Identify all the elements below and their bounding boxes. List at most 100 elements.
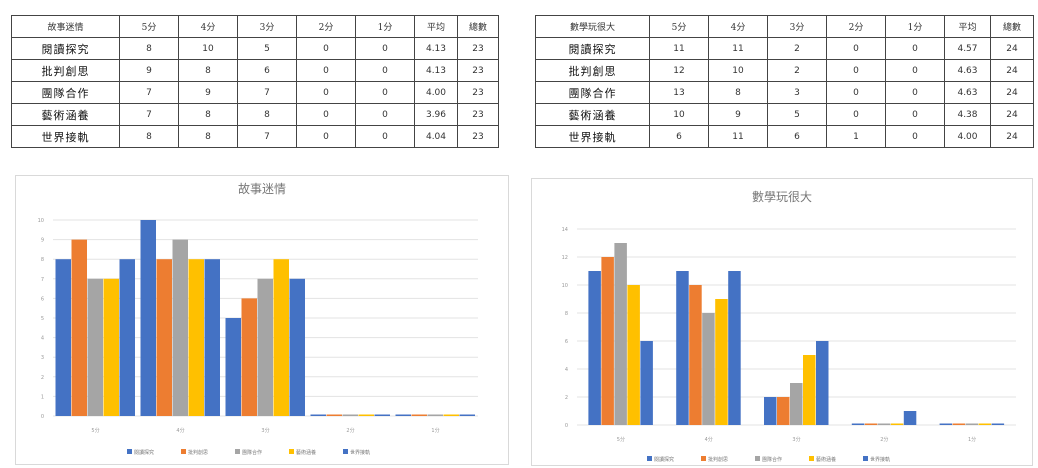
table-cell: 3.96 [414,103,458,126]
table-cell: 24 [990,125,1034,148]
table-cell: 8 [119,125,179,148]
x-tick-label: 5分 [617,436,625,443]
y-tick-label: 1 [41,394,44,400]
bar-5 [459,414,475,416]
table-header-cell: 1分 [355,15,415,38]
y-tick-label: 0 [565,423,568,429]
table-cell: 8 [178,125,238,148]
table-header-cell: 2分 [826,15,886,38]
table-row: 團隊合作 7 9 7 0 0 4.00 23 [11,81,499,104]
bar-5 [991,423,1005,425]
table-cell: 0 [296,103,356,126]
y-tick-label: 12 [562,255,568,261]
bar-4 [103,278,119,416]
table-cell: 0 [885,103,945,126]
table-cell: 5 [237,37,297,60]
x-tick-label: 2分 [346,427,354,434]
y-tick-label: 7 [41,277,44,283]
legend-swatch [181,449,186,454]
bar-1 [851,423,865,425]
y-tick-label: 0 [41,414,44,420]
bar-4 [627,285,640,425]
table-header-cell: 4分 [178,15,238,38]
row-label: 批判創思 [11,59,120,82]
bar-3 [257,278,273,416]
legend-label: 藝術涵養 [296,449,316,456]
bar-5 [374,414,390,416]
x-tick-label: 5分 [91,427,99,434]
legend-swatch [235,449,240,454]
row-label: 閱讀探究 [11,37,120,60]
table-header-cell: 總數 [990,15,1034,38]
bar-3 [877,423,891,425]
table-cell: 3 [767,81,827,104]
y-tick-label: 2 [41,375,44,381]
bar-4 [443,414,459,416]
table-cell: 24 [990,81,1034,104]
bar-3 [790,383,803,425]
table-cell: 10 [708,59,768,82]
legend-swatch [755,456,760,461]
table-cell: 4.38 [944,103,991,126]
x-tick-label: 1分 [968,436,976,443]
table-cell: 23 [457,37,499,60]
bar-1 [225,318,241,416]
table-row: 世界接軌 6 11 6 1 0 4.00 24 [535,125,1034,148]
row-label: 批判創思 [535,59,650,82]
bar-3 [172,239,188,416]
table-cell: 10 [178,37,238,60]
legend-swatch [343,449,348,454]
table-row: 閱讀探究 11 11 2 0 0 4.57 24 [535,37,1034,60]
legend-swatch [809,456,814,461]
table-cell: 0 [355,125,415,148]
row-label: 團隊合作 [535,81,650,104]
legend-swatch [289,449,294,454]
table-header-cell: 4分 [708,15,768,38]
bar-2 [156,259,172,416]
math-chart-panel: 數學玩很大 0 2 4 6 8 10 12 14 5分 4分 3分 2分 1分 閱讀探究 批判創思 團隊合作 藝術… [531,178,1033,466]
story-chart-panel: 故事迷情 0 1 2 3 4 5 6 7 8 9 10 5分 4分 3分 2分 1分 閱讀探究 批判創思 團隊合作 藝術… [15,175,509,465]
legend-label: 閱讀探究 [654,456,674,463]
row-label: 藝術涵養 [11,103,120,126]
bar-5 [903,411,917,425]
legend-label: 團隊合作 [762,456,782,463]
table-cell: 24 [990,37,1034,60]
table-cell: 4.13 [414,37,458,60]
table-cell: 7 [237,81,297,104]
table-header-row: 故事迷情 5分 4分 3分 2分 1分 平均 總數 [11,15,499,38]
table-row: 世界接軌 8 8 7 0 0 4.04 23 [11,125,499,148]
table-cell: 6 [649,125,709,148]
table-cell: 4.57 [944,37,991,60]
table-cell: 11 [708,37,768,60]
table-cell: 4.00 [414,81,458,104]
y-tick-label: 4 [565,367,568,373]
bar-5 [640,341,653,425]
x-tick-label: 4分 [705,436,713,443]
y-tick-label: 5 [41,316,44,322]
legend-label: 團隊合作 [242,449,262,456]
legend-label: 批判創思 [188,449,208,456]
table-row: 閱讀探究 8 10 5 0 0 4.13 23 [11,37,499,60]
table-header-cell: 故事迷情 [11,15,120,38]
table-row: 團隊合作 13 8 3 0 0 4.63 24 [535,81,1034,104]
table-cell: 0 [355,37,415,60]
y-tick-label: 4 [41,336,44,342]
bar-2 [326,414,342,416]
table-cell: 0 [296,81,356,104]
bar-1 [395,414,411,416]
bar-2 [71,239,87,416]
table-cell: 23 [457,125,499,148]
table-header-cell: 總數 [457,15,499,38]
bar-4 [188,259,204,416]
table-cell: 5 [767,103,827,126]
table-cell: 2 [767,37,827,60]
table-cell: 0 [355,103,415,126]
bar-1 [310,414,326,416]
bar-3 [342,414,358,416]
table-cell: 10 [649,103,709,126]
table-header-cell: 3分 [237,15,297,38]
legend-label: 世界接軌 [350,449,370,456]
story-score-table: 故事迷情 5分 4分 3分 2分 1分 平均 總數 閱讀探究 8 10 5 0 … [11,15,499,148]
table-row: 批判創思 12 10 2 0 0 4.63 24 [535,59,1034,82]
bar-2 [241,298,257,416]
